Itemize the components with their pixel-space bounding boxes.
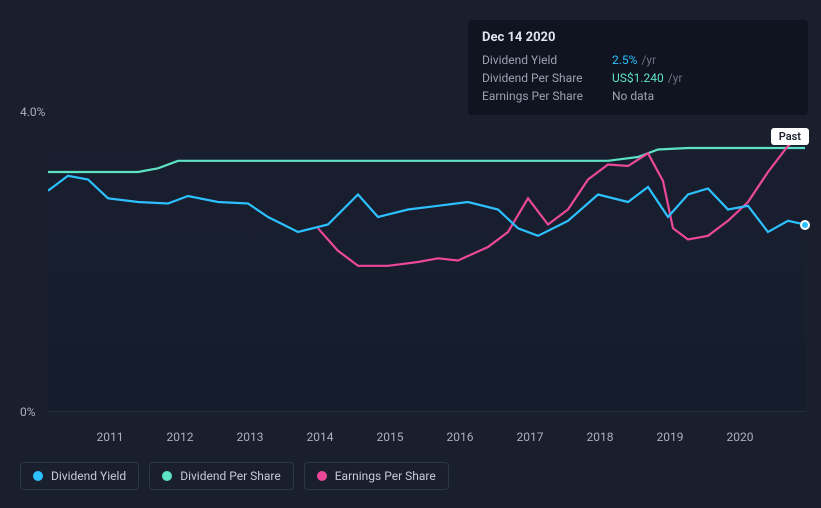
tooltip-rows: Dividend Yield2.5%/yrDividend Per ShareU… [482, 51, 794, 105]
legend-dot-icon [317, 471, 327, 481]
x-axis-label: 2016 [447, 430, 474, 444]
x-axis-label: 2014 [307, 430, 334, 444]
tooltip-value: US$1.240 [612, 71, 664, 85]
tooltip-suffix: /yr [668, 71, 683, 85]
tooltip-suffix: /yr [641, 53, 656, 67]
x-axis-label: 2017 [517, 430, 544, 444]
chart-lines [48, 112, 805, 412]
legend-dot-icon [162, 471, 172, 481]
tooltip-value: No data [612, 89, 654, 103]
legend-item-dividend-per-share[interactable]: Dividend Per Share [149, 462, 294, 490]
x-axis-label: 2015 [377, 430, 404, 444]
tooltip-row: Dividend Yield2.5% /yr [482, 51, 794, 69]
legend-item-dividend-yield[interactable]: Dividend Yield [20, 462, 139, 490]
legend-label: Dividend Per Share [180, 469, 281, 483]
y-axis-label-bottom: 0% [20, 405, 36, 419]
x-axis-label: 2012 [167, 430, 194, 444]
legend-label: Earnings Per Share [335, 469, 436, 483]
legend-item-earnings-per-share[interactable]: Earnings Per Share [304, 462, 449, 490]
y-axis-label-top: 4.0% [20, 105, 45, 119]
tooltip-row: Dividend Per ShareUS$1.240/yr [482, 69, 794, 87]
x-axis-label: 2013 [237, 430, 264, 444]
x-axis-label: 2019 [657, 430, 684, 444]
legend-label: Dividend Yield [51, 469, 126, 483]
chart-tooltip: Dec 14 2020 Dividend Yield2.5%/yrDividen… [468, 20, 808, 115]
tooltip-value: 2.5% [612, 53, 637, 67]
x-axis-label: 2018 [587, 430, 614, 444]
dividend-chart: 4.0% 0% 2011 2012 2013 2014 2015 2016 2017 2018… [0, 0, 821, 508]
past-badge: Past [771, 128, 809, 145]
tooltip-key: Dividend Per Share [482, 71, 612, 85]
current-marker-dot [800, 220, 810, 230]
tooltip-row: Earnings Per ShareNo data [482, 87, 794, 105]
tooltip-title: Dec 14 2020 [482, 30, 794, 45]
tooltip-key: Earnings Per Share [482, 89, 612, 103]
x-axis-label: 2011 [97, 430, 124, 444]
x-axis-label: 2020 [727, 430, 754, 444]
legend-dot-icon [33, 471, 43, 481]
tooltip-key: Dividend Yield [482, 53, 612, 67]
chart-legend: Dividend Yield Dividend Per Share Earnin… [20, 462, 449, 490]
